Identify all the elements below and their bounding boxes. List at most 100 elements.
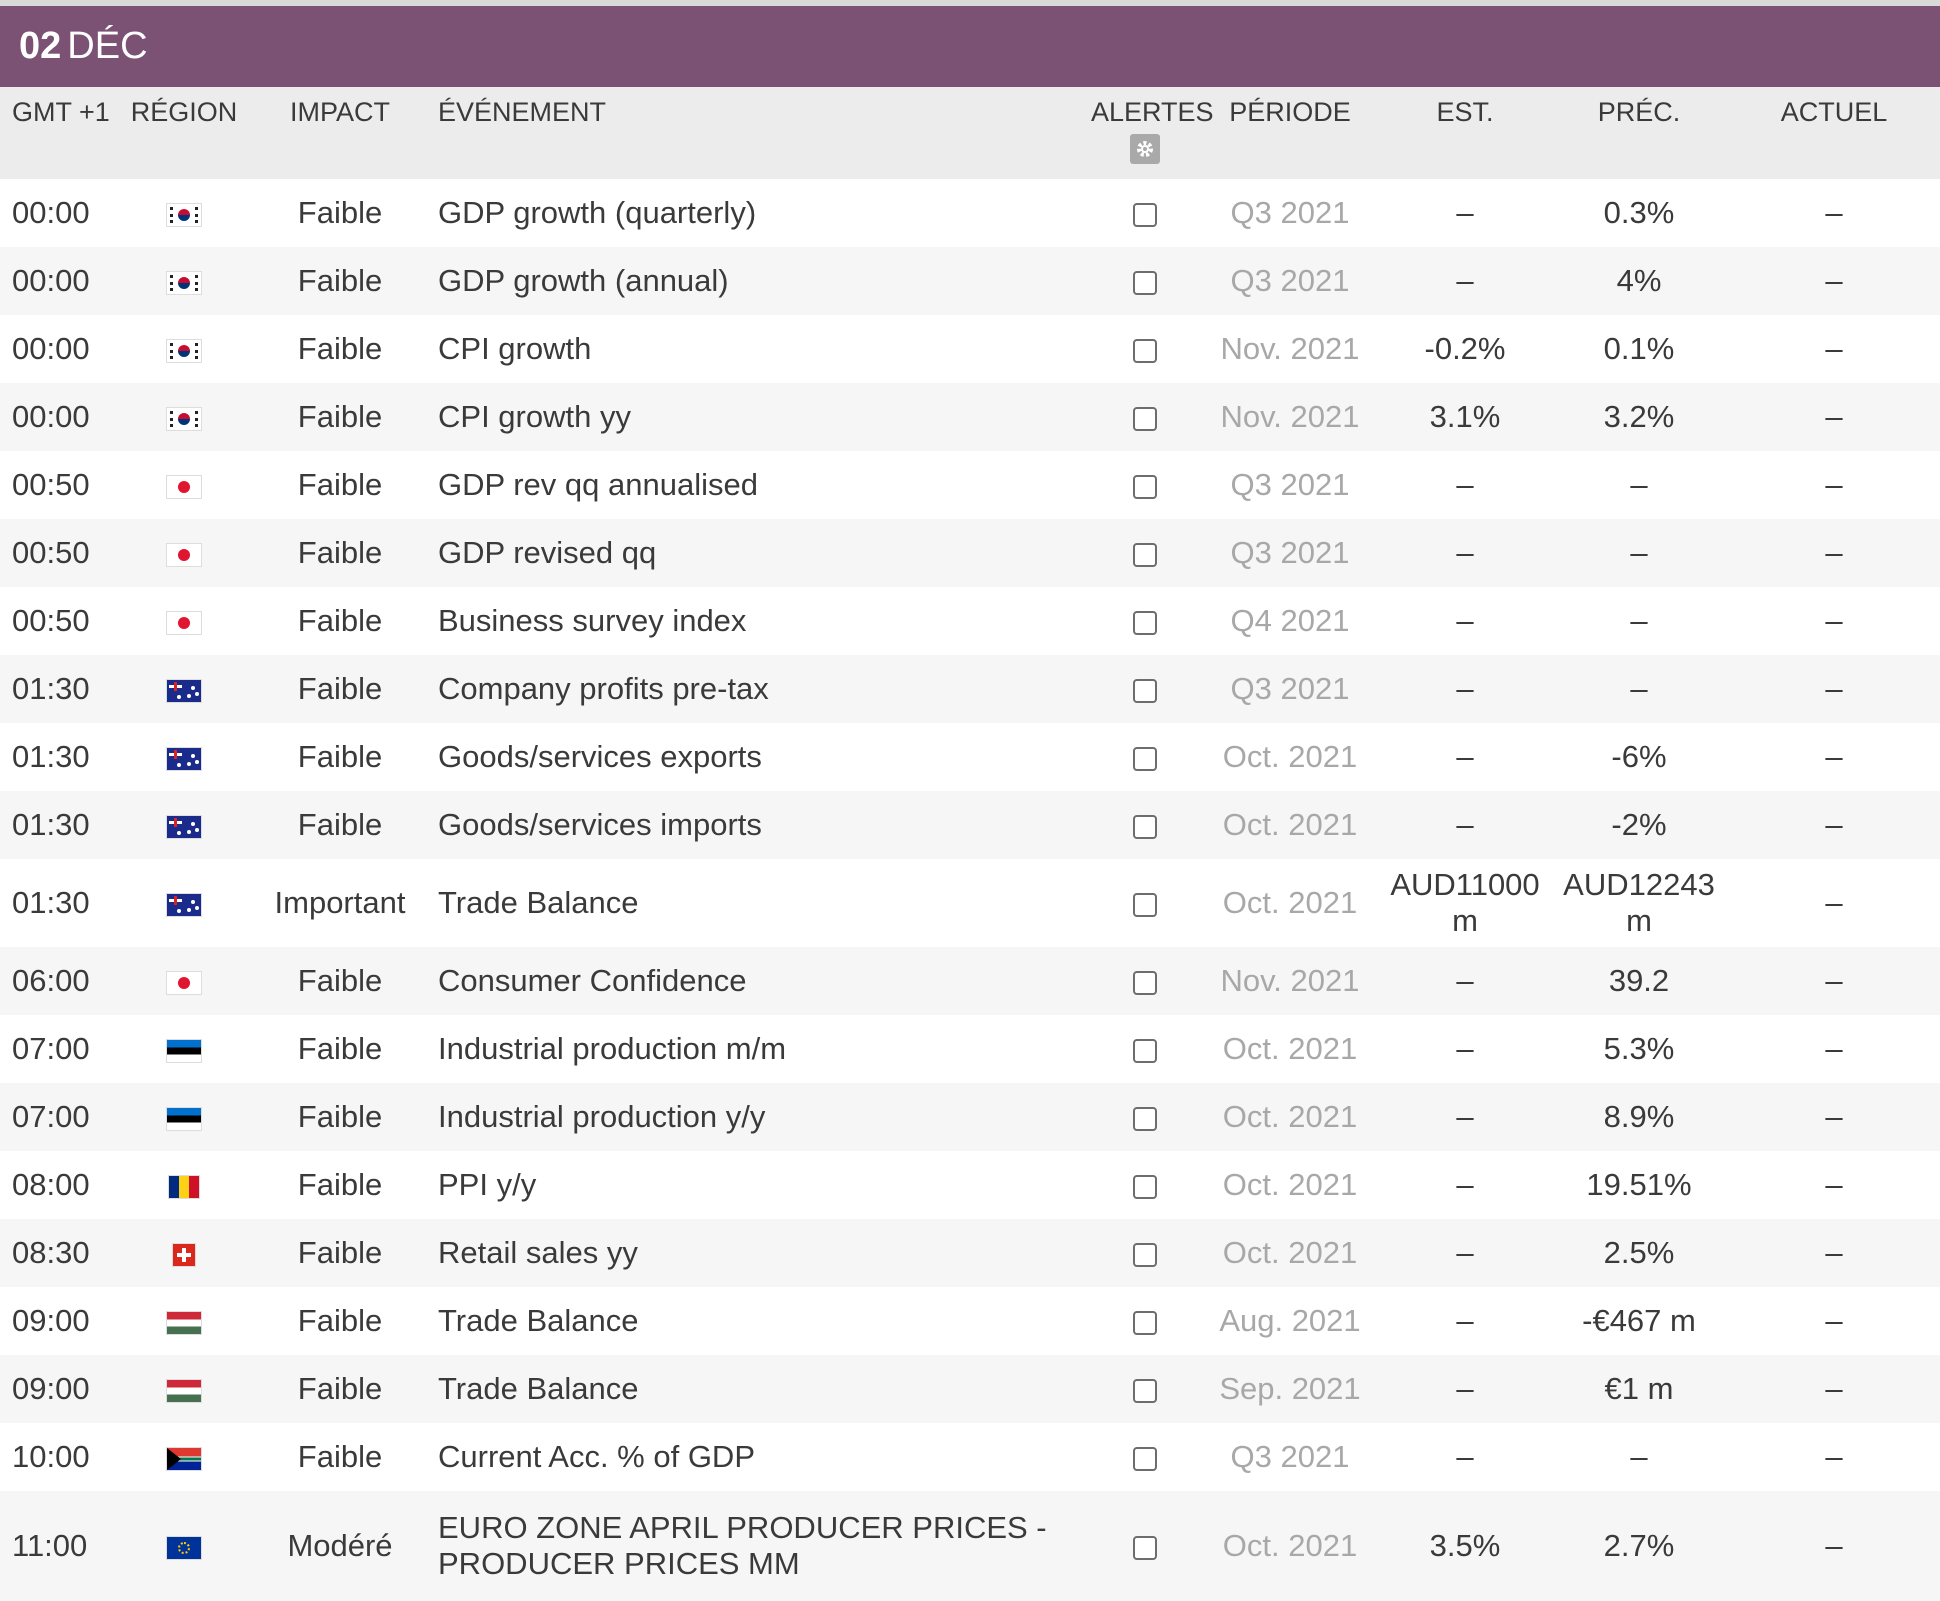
row-period: Q3 2021 <box>1200 655 1380 723</box>
row-event: Trade Balance <box>438 1303 639 1338</box>
australia-flag-icon <box>167 679 201 702</box>
row-region <box>118 655 250 723</box>
alert-checkbox[interactable] <box>1133 406 1157 431</box>
row-region <box>118 383 250 451</box>
alert-checkbox[interactable] <box>1133 270 1157 295</box>
row-est: -0.2% <box>1424 331 1506 366</box>
japan-flag-icon <box>167 475 201 498</box>
row-impact: Faible <box>297 331 383 366</box>
row-period: Oct. 2021 <box>1200 1219 1380 1287</box>
table-row[interactable]: 08:00 Faible PPI y/y Oct. 2021 – 19.51% – <box>0 1151 1940 1219</box>
table-row[interactable]: 00:00 Faible GDP growth (quarterly) Q3 2021… <box>0 179 1940 247</box>
row-impact: Faible <box>297 603 383 638</box>
alert-checkbox[interactable] <box>1133 1106 1157 1131</box>
row-prev: 2.5% <box>1550 1219 1728 1287</box>
row-actual: – <box>1728 1355 1940 1423</box>
table-row[interactable]: 00:00 Faible CPI growth yy Nov. 2021 3.1% 3.2… <box>0 383 1940 451</box>
table-row[interactable]: 00:50 Faible Business survey index Q4 2021 –… <box>0 587 1940 655</box>
row-region <box>118 1355 250 1423</box>
row-region <box>118 1219 250 1287</box>
row-alert <box>1090 383 1200 451</box>
table-row[interactable]: 00:50 Faible GDP revised qq Q3 2021– – – <box>0 519 1940 587</box>
row-prev: 39.2 <box>1550 947 1728 1015</box>
table-row[interactable]: 00:00 Faible GDP growth (annual) Q3 2021–4%… <box>0 247 1940 315</box>
row-alert <box>1090 947 1200 1015</box>
alert-checkbox[interactable] <box>1133 1446 1157 1471</box>
row-est: – <box>1380 1355 1550 1423</box>
row-time: 09:00 <box>0 1355 118 1423</box>
row-period: Aug. 2021 <box>1219 1303 1361 1338</box>
row-prev: 8.9% <box>1550 1083 1728 1151</box>
south-korea-flag-icon <box>167 339 201 362</box>
alert-checkbox[interactable] <box>1133 1378 1157 1403</box>
row-period: Nov. 2021 <box>1200 383 1380 451</box>
table-row[interactable]: 01:30 Important Trade Balance Oct. 2021 AUD1… <box>0 859 1940 947</box>
alert-checkbox[interactable] <box>1133 542 1157 567</box>
row-period: Nov. 2021 <box>1200 947 1380 1015</box>
row-alert <box>1090 247 1200 315</box>
table-row[interactable]: 01:30 Faible Company profits pre-tax Q3 202… <box>0 655 1940 723</box>
gear-icon[interactable] <box>1130 134 1160 164</box>
row-prev: €1 m <box>1550 1355 1728 1423</box>
row-time: 00:50 <box>12 467 90 502</box>
row-region <box>118 947 250 1015</box>
col-est: EST. <box>1380 87 1550 179</box>
table-row[interactable]: 07:00 Faible Industrial production m/m Oct.… <box>0 1015 1940 1083</box>
row-impact: Faible <box>297 1439 383 1474</box>
col-alerts-label: ALERTES <box>1091 97 1214 127</box>
row-alert <box>1090 1423 1200 1491</box>
table-row[interactable]: 10:00 Faible Current Acc. % of GDP Q3 2021 –… <box>0 1423 1940 1491</box>
row-alert <box>1090 723 1200 791</box>
row-period: Oct. 2021 <box>1222 739 1358 774</box>
row-event: Industrial production m/m <box>438 1031 787 1066</box>
row-alert <box>1090 587 1200 655</box>
alert-checkbox[interactable] <box>1133 1535 1157 1560</box>
row-prev: 4% <box>1550 247 1728 315</box>
row-prev: 5.3% <box>1603 1031 1675 1066</box>
table-row[interactable]: 01:30 Faible Goods/services imports Oct. 20… <box>0 791 1940 859</box>
table-row[interactable]: 08:30 Faible Retail sales yy Oct. 2021–2.5%… <box>0 1219 1940 1287</box>
row-alert <box>1090 1491 1200 1601</box>
row-period: Oct. 2021 <box>1200 1083 1380 1151</box>
row-est: – <box>1380 655 1550 723</box>
row-region <box>118 315 250 383</box>
row-alert <box>1090 1219 1200 1287</box>
row-time: 00:50 <box>0 519 118 587</box>
col-region: RÉGION <box>118 87 250 179</box>
table-row[interactable]: 00:00 Faible CPI growth Nov. 2021 -0.2% 0.1% – <box>0 315 1940 383</box>
alert-checkbox[interactable] <box>1133 1310 1157 1335</box>
row-time: 10:00 <box>12 1439 90 1474</box>
alert-checkbox[interactable] <box>1133 814 1157 839</box>
row-region <box>118 451 250 519</box>
alert-checkbox[interactable] <box>1133 202 1157 227</box>
alert-checkbox[interactable] <box>1133 678 1157 703</box>
row-prev: – <box>1630 603 1648 638</box>
table-row[interactable]: 06:00 Faible Consumer Confidence Nov. 2021–… <box>0 947 1940 1015</box>
romania-flag-icon <box>169 1175 199 1198</box>
alert-checkbox[interactable] <box>1133 338 1157 363</box>
table-row[interactable]: 11:00 Modéré EURO ZONE APRIL PRODUCER PRIC… <box>0 1491 1940 1601</box>
row-region <box>118 1491 250 1601</box>
row-est: – <box>1380 947 1550 1015</box>
table-row[interactable]: 00:50 Faible GDP rev qq annualised Q3 2021 –… <box>0 451 1940 519</box>
alert-checkbox[interactable] <box>1133 892 1157 917</box>
alert-checkbox[interactable] <box>1133 610 1157 635</box>
table-row[interactable]: 09:00 Faible Trade Balance Aug. 2021 – -€467 … <box>0 1287 1940 1355</box>
row-region <box>118 1151 250 1219</box>
row-period: Oct. 2021 <box>1200 791 1380 859</box>
table-row[interactable]: 01:30 Faible Goods/services exports Oct. 20… <box>0 723 1940 791</box>
alert-checkbox[interactable] <box>1133 474 1157 499</box>
row-event: Business survey index <box>438 603 747 638</box>
row-prev: -6% <box>1611 739 1667 774</box>
alert-checkbox[interactable] <box>1133 1242 1157 1267</box>
row-time: 01:30 <box>12 885 90 920</box>
alert-checkbox[interactable] <box>1133 970 1157 995</box>
euro-zone-flag-icon <box>167 1536 201 1559</box>
table-row[interactable]: 07:00 Faible Industrial production y/y Oct.… <box>0 1083 1940 1151</box>
alert-checkbox[interactable] <box>1133 1174 1157 1199</box>
row-time: 11:00 <box>0 1491 118 1601</box>
alert-checkbox[interactable] <box>1133 746 1157 771</box>
alert-checkbox[interactable] <box>1133 1038 1157 1063</box>
south-korea-flag-icon <box>167 407 201 430</box>
table-row[interactable]: 09:00 Faible Trade Balance Sep. 2021– €1 m – <box>0 1355 1940 1423</box>
